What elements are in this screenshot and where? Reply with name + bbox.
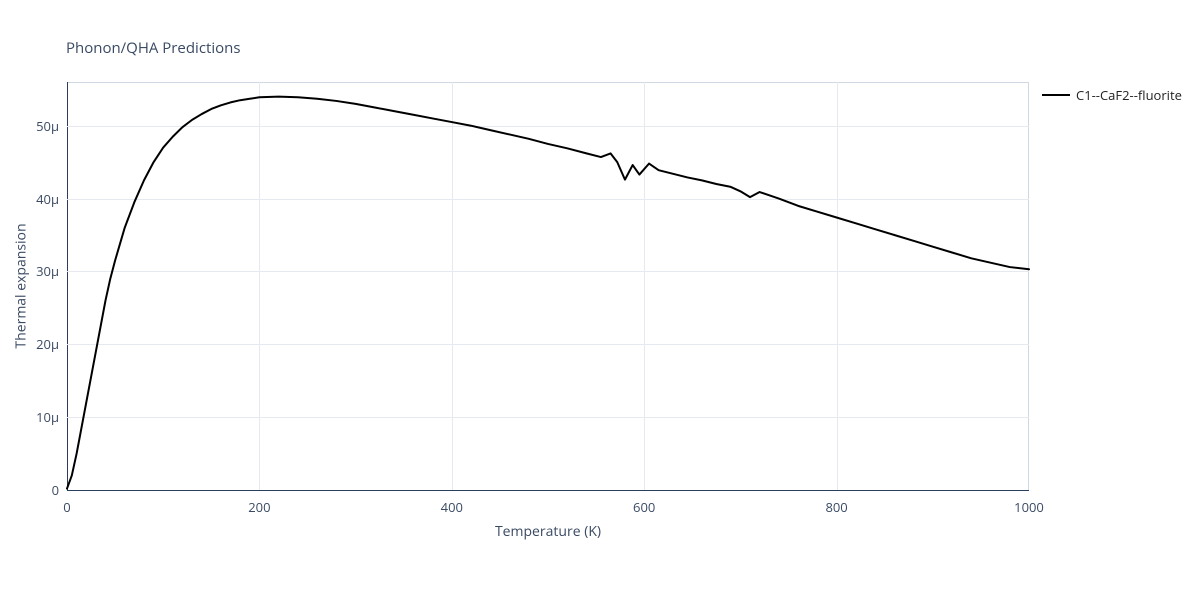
series-layer [0, 0, 1200, 600]
chart-root: Phonon/QHA Predictions Temperature (K) T… [0, 0, 1200, 600]
series-line [67, 97, 1029, 489]
